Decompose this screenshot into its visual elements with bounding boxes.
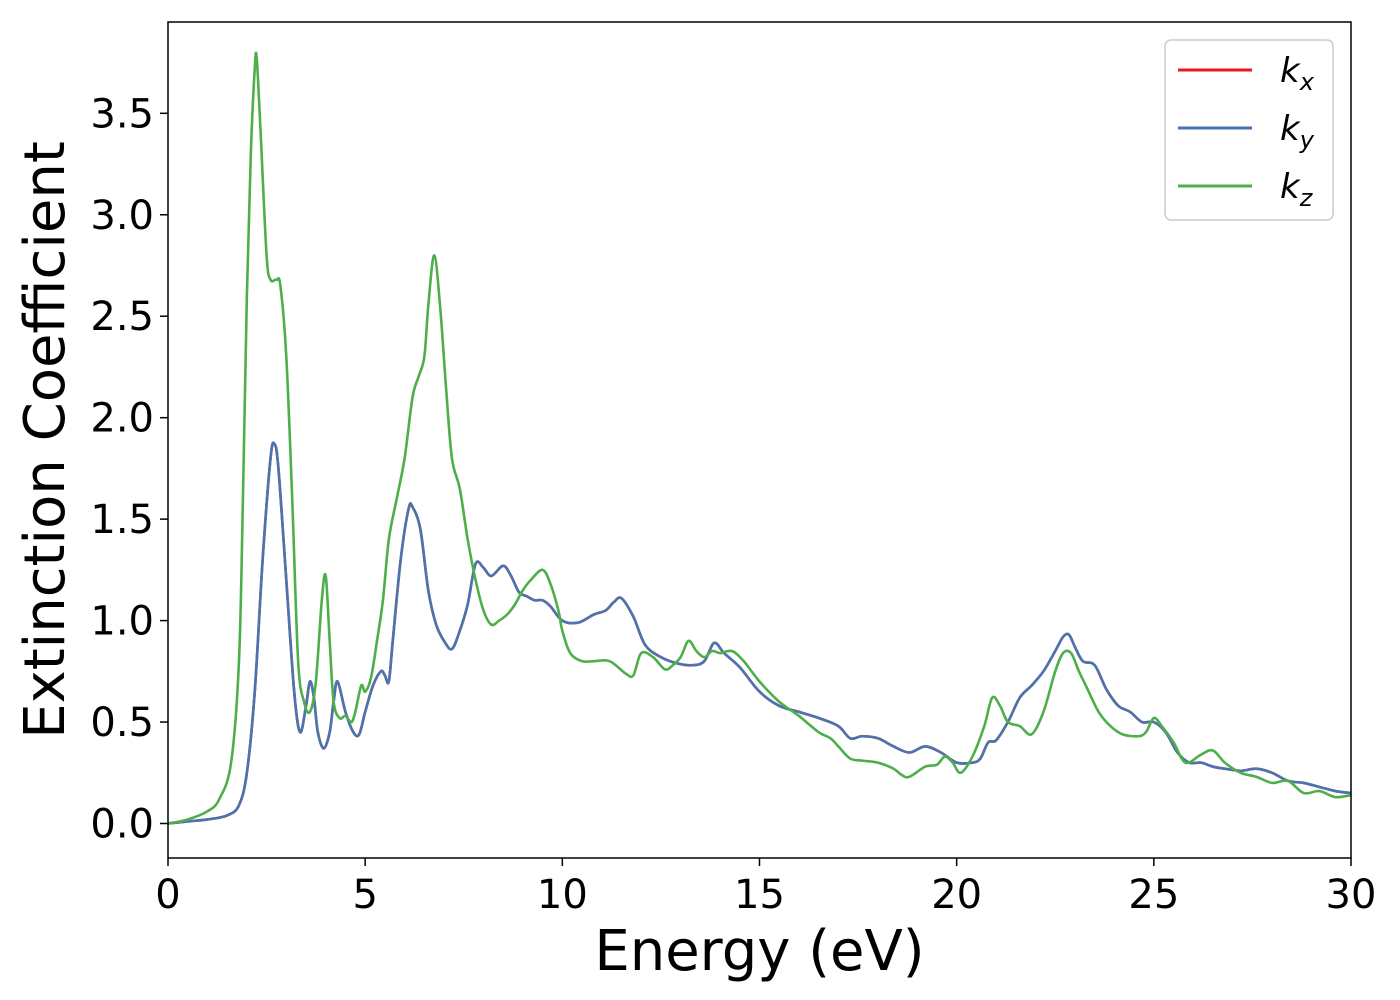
x-tick-label: 0	[155, 872, 180, 918]
legend-label: kz	[1280, 167, 1314, 212]
y-tick-label: 2.5	[90, 294, 154, 340]
legend-box	[1164, 39, 1334, 221]
x-tick-label: 25	[1128, 872, 1179, 918]
x-tick-label: 10	[537, 872, 588, 918]
y-tick-label: 3.0	[90, 193, 154, 239]
series-line-ky	[168, 441, 1351, 825]
y-tick-label: 3.5	[90, 91, 154, 137]
x-tick-label: 20	[931, 872, 982, 918]
y-axis: 0.0 0.5 1.0 1.5 2.0 2.5 3.0 3.5	[90, 91, 168, 848]
x-tick-label: 30	[1326, 872, 1377, 918]
x-axis-title: Energy (eV)	[594, 919, 924, 984]
x-tick-label: 15	[734, 872, 785, 918]
y-tick-label: 1.5	[90, 497, 154, 543]
legend-label: ky	[1280, 109, 1315, 154]
y-tick-label: 0.5	[90, 700, 154, 746]
x-axis: 0 5 10 15 20 25 30	[155, 858, 1376, 918]
y-tick-label: 2.0	[90, 396, 154, 442]
series-line-kz	[168, 51, 1351, 825]
legend-label: kx	[1280, 51, 1315, 96]
series-group	[168, 51, 1351, 825]
legend: kx ky kz	[1164, 39, 1334, 221]
y-axis-title: Extinction Coefficient	[13, 141, 78, 739]
y-tick-label: 0.0	[90, 802, 154, 848]
x-tick-label: 5	[352, 872, 377, 918]
y-tick-label: 1.0	[90, 599, 154, 645]
